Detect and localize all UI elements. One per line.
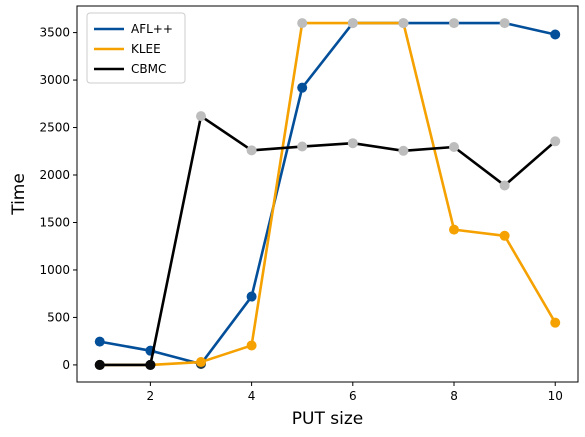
y-tick-label: 2000 (39, 168, 70, 182)
x-axis-ticks: 2 4 6 8 10 (147, 382, 563, 403)
data-point-cbmc (449, 142, 460, 152)
legend-box (86, 12, 186, 84)
data-point-cbmc (145, 359, 156, 370)
y-tick-label: 3000 (39, 73, 70, 87)
data-point-cbmc (94, 359, 105, 370)
data-point-afl (499, 18, 510, 29)
data-point-klee (347, 18, 358, 29)
data-point-afl (550, 29, 561, 40)
y-axis-title: Time (9, 173, 29, 216)
y-tick-label: 500 (47, 310, 70, 324)
data-point-afl (297, 82, 308, 93)
x-tick-label: 10 (548, 389, 563, 403)
y-tick-label: 0 (62, 358, 70, 372)
data-point-afl (94, 336, 105, 347)
legend-label-klee: KLEE (131, 42, 161, 56)
data-point-klee (246, 340, 257, 351)
data-point-cbmc (398, 145, 409, 156)
series-cbmc (94, 111, 561, 370)
data-point-klee (550, 317, 561, 328)
data-point-cbmc (195, 111, 206, 122)
x-tick-label: 4 (248, 389, 256, 403)
series-line-afl (99, 21, 556, 366)
data-point-afl (449, 18, 460, 29)
data-point-klee (449, 224, 460, 235)
legend: AFL++ KLEE CBMC (86, 12, 186, 84)
y-tick-label: 1500 (39, 215, 70, 229)
series-line-cbmc (99, 114, 557, 367)
series-line-klee (99, 21, 557, 367)
data-point-klee (195, 357, 206, 368)
x-tick-label: 6 (349, 389, 357, 403)
x-tick-label: 2 (147, 389, 155, 403)
data-point-klee (398, 18, 409, 29)
data-point-cbmc (297, 141, 308, 152)
y-axis-ticks: 0 500 1000 1500 2000 2500 3000 3500 (39, 26, 77, 372)
y-tick-label: 2500 (39, 121, 70, 135)
data-point-klee (499, 230, 510, 241)
data-point-cbmc (246, 145, 257, 156)
legend-label-cbmc: CBMC (131, 62, 166, 76)
x-tick-label: 8 (450, 389, 458, 403)
data-point-cbmc (499, 180, 510, 191)
plot-frame (76, 5, 579, 383)
data-point-cbmc (550, 136, 561, 147)
data-point-cbmc (347, 138, 358, 149)
x-axis-title: PUT size (292, 409, 363, 429)
data-point-klee (297, 18, 308, 29)
legend-label-afl: AFL++ (131, 22, 173, 36)
series-layer (94, 18, 561, 370)
y-tick-label: 1000 (39, 263, 70, 277)
data-point-afl (246, 291, 257, 302)
y-tick-label: 3500 (39, 26, 70, 40)
